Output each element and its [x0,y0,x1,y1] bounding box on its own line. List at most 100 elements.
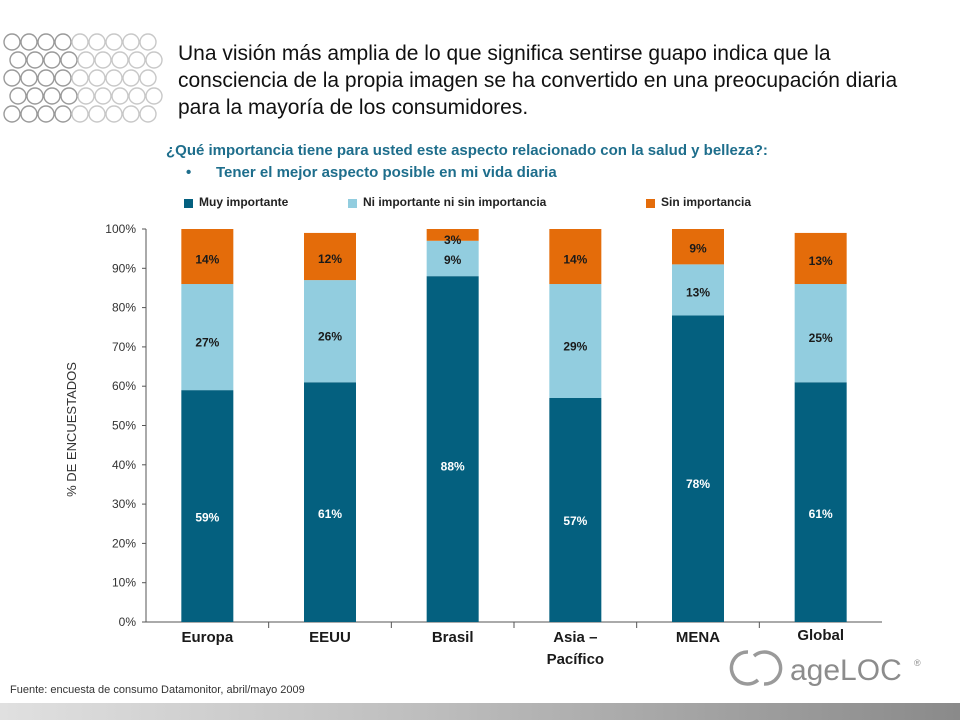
y-tick-label: 80% [112,301,136,315]
x-category-label: Global [797,627,844,644]
bar-segment-sin [549,229,602,285]
bar-segment-sin [181,229,234,285]
deco-circle [139,33,157,51]
survey-bullet: • Tener el mejor aspecto posible en mi vi… [186,164,886,181]
bar-segment-sin [672,229,724,265]
y-tick-label: 100% [105,222,136,236]
logo-registered-mark: ® [914,658,921,668]
y-tick-label: 60% [112,379,136,393]
deco-circle [71,33,89,51]
bar-segment-sin [304,232,356,281]
data-label: 9% [689,241,707,255]
logo-mark-icon [729,650,783,686]
deco-circle [20,33,38,51]
bar-segment-sin [426,229,479,241]
deco-circle [105,69,123,87]
y-tick-label: 10% [112,576,136,590]
bar-segment-ni [672,264,724,316]
deco-circle [77,87,95,105]
data-label: 26% [318,329,342,343]
deco-circle [9,87,27,105]
legend-swatch-ni [348,199,357,208]
deco-circle [37,69,55,87]
data-label: 61% [809,507,833,521]
bar-segment-muy [672,315,724,622]
deco-circle [128,51,146,69]
deco-circle [128,87,146,105]
deco-circle [77,51,95,69]
data-label: 61% [318,507,342,521]
deco-circle [111,87,129,105]
deco-circle [3,69,21,87]
bar-segment-muy [181,390,234,622]
x-category-label: Brasil [432,629,474,646]
y-tick-label: 0% [119,615,137,629]
bar-segment-ni [794,284,847,383]
bar-segment-ni [304,280,356,383]
deco-circle [60,87,78,105]
y-tick-label: 90% [112,261,136,275]
data-label: 88% [441,459,465,473]
deco-circle [139,69,157,87]
deco-circle [26,51,44,69]
deco-circle [54,105,72,123]
y-tick-label: 70% [112,340,136,354]
deco-circle [88,69,106,87]
data-label: 12% [318,252,342,266]
deco-circle [88,33,106,51]
deco-circle [9,51,27,69]
bullet-marker: • [186,164,192,181]
deco-circle [37,33,55,51]
deco-circle [54,69,72,87]
y-tick-label: 30% [112,497,136,511]
legend-item-muy: Muy importante [184,195,288,209]
bar-segment-muy [304,382,356,622]
y-axis-label: % DE ENCUESTADOS [64,362,79,497]
data-label: 3% [444,233,462,247]
data-label: 78% [686,477,710,491]
legend-item-sin: Sin importancia [646,195,751,209]
footer-bar [0,703,960,720]
data-label: 14% [195,252,219,266]
bar-segment-ni [181,284,234,391]
deco-circle [94,87,112,105]
bar-segment-ni [549,284,602,398]
source-note: Fuente: encuesta de consumo Datamonitor,… [10,684,305,696]
deco-circle [43,51,61,69]
x-category-label: Europa [181,629,233,646]
x-category-label: EEUU [309,629,351,646]
x-category-label: Asia – Pacífico [547,629,605,668]
deco-circle [37,105,55,123]
y-tick-label: 20% [112,536,136,550]
data-label: 13% [686,285,710,299]
legend-label-ni: Ni importante ni sin importancia [363,195,547,209]
deco-circle [145,87,163,105]
deco-circle [71,105,89,123]
data-label: 9% [444,253,462,267]
legend-swatch-muy [184,199,193,208]
y-tick-label: 50% [112,419,136,433]
deco-circle [105,105,123,123]
deco-circle [3,105,21,123]
deco-circle [122,33,140,51]
deco-circle [88,105,106,123]
deco-circle [71,69,89,87]
slide-title: Una visión más amplia de lo que signific… [178,42,898,119]
data-label: 13% [809,254,833,268]
deco-circle [60,51,78,69]
decorative-circles [3,33,163,123]
bullet-text: Tener el mejor aspecto posible en mi vid… [216,164,557,181]
chart-legend: Muy importante Ni importante ni sin impo… [184,195,824,213]
data-label: 14% [563,252,587,266]
bar-segment-ni [426,240,479,277]
data-label: 25% [809,331,833,345]
data-label: 27% [195,335,219,349]
ageloc-logo: ageLOC ® [729,650,921,687]
deco-circle [122,105,140,123]
deco-circle [111,51,129,69]
legend-label-sin: Sin importancia [661,195,752,209]
deco-circle [105,33,123,51]
data-label: 29% [563,340,587,354]
deco-circle [20,105,38,123]
bar-segment-sin [794,232,847,285]
